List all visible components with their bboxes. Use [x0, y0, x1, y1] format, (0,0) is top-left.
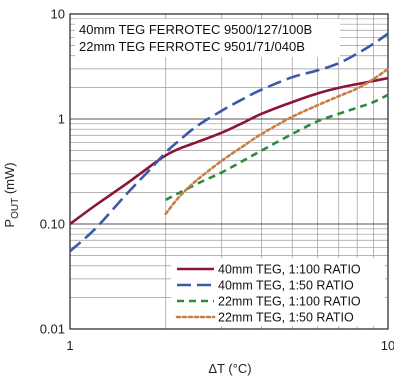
series-lines	[69, 32, 390, 253]
x-tick-labels: 1 10	[66, 338, 394, 353]
series-line-1	[69, 76, 389, 226]
legend-label: 22mm TEG, 1:100 RATIO	[218, 295, 361, 309]
annotation-box: 40mm TEG FERROTEC 9500/127/100B 22mm TEG …	[75, 19, 340, 57]
annotation-line: 22mm TEG FERROTEC 9501/71/040B	[79, 39, 305, 54]
y-tick-label: 1	[58, 112, 65, 127]
y-tick-label: 0.01	[40, 322, 65, 337]
series-line-2	[69, 32, 389, 253]
y-tick-label: 0.10	[40, 217, 65, 232]
x-axis-label: ΔT (°C)	[208, 361, 251, 376]
annotation-background	[75, 19, 340, 57]
series-line-4	[164, 67, 390, 216]
legend-label: 40mm TEG, 1:50 RATIO	[218, 279, 354, 293]
y-axis-label: POUT (mW)	[2, 162, 21, 227]
x-tick-label: 10	[381, 338, 394, 353]
legend-label: 40mm TEG, 1:100 RATIO	[218, 263, 361, 277]
legend: 40mm TEG, 1:100 RATIO 40mm TEG, 1:50 RATI…	[171, 258, 385, 326]
y-tick-label: 10	[51, 7, 65, 22]
y-tick-labels: 10 1 0.10 0.01	[40, 7, 65, 337]
annotation-line: 40mm TEG FERROTEC 9500/127/100B	[79, 22, 312, 37]
x-tick-label: 1	[66, 338, 73, 353]
plot-frame	[69, 13, 389, 330]
legend-label: 22mm TEG, 1:50 RATIO	[218, 311, 354, 325]
series-line-3	[165, 93, 389, 201]
